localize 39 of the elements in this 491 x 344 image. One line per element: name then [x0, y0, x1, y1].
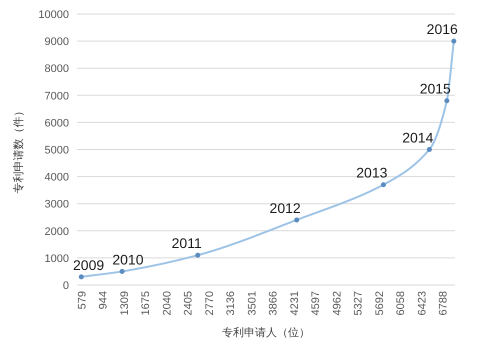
x-tick-label: 3501	[246, 291, 258, 316]
x-tick-label: 4962	[331, 291, 344, 316]
y-tick-label: 8000	[44, 63, 69, 76]
y-tick-label: 0	[62, 280, 69, 292]
x-tick-label: 6058	[395, 291, 408, 316]
x-tick-label: 2770	[204, 291, 216, 316]
x-tick-label: 2040	[161, 291, 174, 316]
y-tick-label: 10000	[38, 9, 69, 21]
annotation: 2009	[73, 256, 104, 273]
x-tick-label: 2405	[182, 291, 195, 316]
annotation: 2012	[270, 200, 301, 216]
x-tick-label: 4597	[310, 291, 322, 316]
annotation: 2014	[402, 130, 434, 146]
annotation: 2016	[426, 21, 458, 38]
x-tick-label: 6788	[438, 291, 450, 316]
x-tick-label: 4231	[288, 291, 301, 316]
x-tick-label: 1309	[118, 291, 131, 316]
y-tick-label: 4000	[44, 172, 69, 184]
x-tick-label: 5692	[374, 291, 386, 316]
x-axis-title: 专利申请人（位）	[222, 326, 310, 339]
y-axis-title: 专利申请数（件）	[12, 106, 25, 194]
y-tick-label: 2000	[44, 226, 69, 238]
x-tick-label: 3136	[225, 291, 238, 316]
annotation: 2015	[420, 80, 452, 97]
y-tick-label: 5000	[44, 144, 69, 156]
x-tick-label: 1675	[140, 291, 152, 316]
y-tick-label: 6000	[44, 117, 69, 130]
y-tick-label: 1000	[44, 252, 69, 265]
x-tick-label: 944	[98, 291, 110, 310]
y-tick-label: 7000	[44, 90, 69, 102]
x-tick-label: 6423	[416, 291, 428, 316]
y-tick-label: 3000	[44, 198, 69, 211]
annotation: 2011	[172, 235, 202, 252]
x-tick-label: 3866	[268, 291, 280, 316]
x-tick-label: 579	[76, 291, 88, 310]
annotation: 2010	[112, 251, 144, 268]
y-tick-label: 9000	[44, 36, 69, 48]
x-tick-label: 5327	[352, 291, 365, 316]
annotation: 2013	[356, 164, 388, 181]
